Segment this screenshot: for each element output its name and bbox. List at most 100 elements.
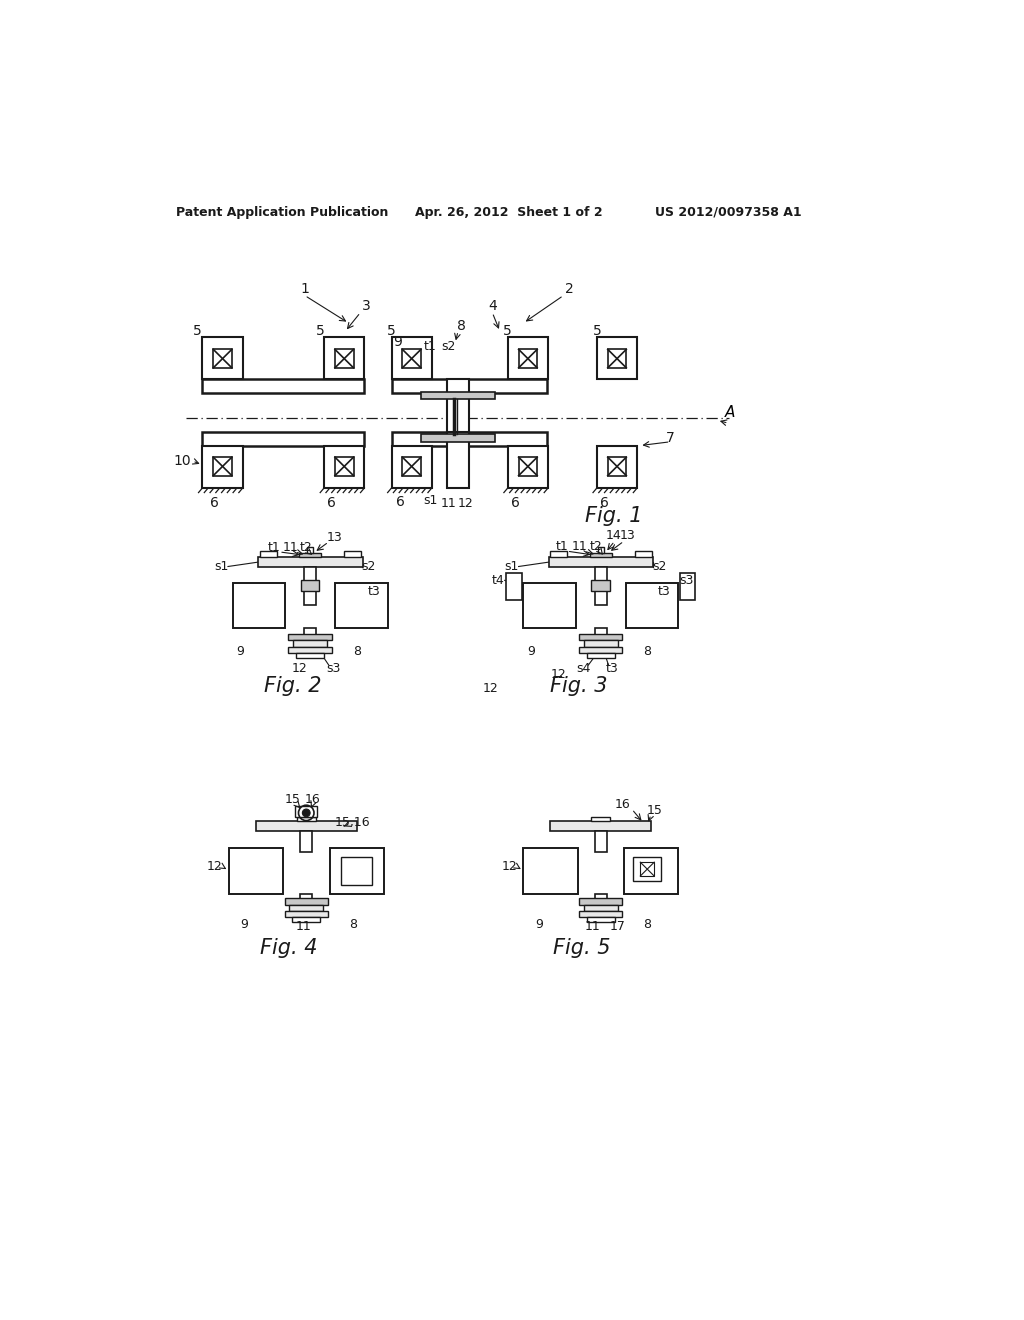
Text: t3: t3 (368, 585, 380, 598)
Text: s3: s3 (679, 574, 693, 587)
Text: 12: 12 (458, 496, 473, 510)
Bar (595, 628, 607, 642)
Text: 10: 10 (173, 454, 191, 469)
Bar (232, 583, 286, 628)
Text: 9: 9 (535, 917, 543, 931)
Text: 11: 11 (571, 540, 587, 553)
Bar (295, 807, 317, 817)
Bar (202, 379, 365, 393)
Text: 9: 9 (527, 644, 535, 657)
Text: s3: s3 (327, 661, 341, 675)
Text: 9: 9 (393, 335, 402, 348)
Text: 2: 2 (565, 282, 574, 296)
Text: t3: t3 (658, 585, 671, 598)
Text: 12: 12 (483, 681, 499, 694)
Bar (258, 557, 362, 566)
Text: 1: 1 (300, 282, 309, 296)
Text: 5: 5 (315, 323, 325, 338)
Text: 8: 8 (457, 319, 466, 333)
Bar (307, 548, 313, 553)
Text: Fig. 4: Fig. 4 (260, 937, 317, 957)
Bar (587, 917, 614, 923)
Text: s2: s2 (652, 560, 667, 573)
Bar (213, 350, 231, 368)
Bar (289, 904, 324, 911)
Text: 12: 12 (550, 668, 566, 681)
Bar (597, 337, 637, 379)
Text: 16: 16 (304, 793, 321, 807)
Bar (324, 446, 365, 488)
Text: 15: 15 (285, 793, 300, 807)
Text: t1: t1 (424, 339, 436, 352)
Bar (300, 894, 312, 906)
Bar (523, 847, 578, 894)
Bar (518, 457, 538, 475)
Bar (579, 647, 623, 653)
Text: 8: 8 (349, 917, 356, 931)
Text: s1: s1 (423, 494, 437, 507)
Bar (256, 821, 356, 830)
Text: 11: 11 (295, 920, 311, 933)
Text: 6: 6 (600, 496, 609, 511)
Text: 12: 12 (502, 861, 517, 874)
Bar (203, 337, 243, 379)
Text: 15: 15 (647, 804, 663, 817)
Bar (523, 583, 575, 628)
Bar (421, 392, 496, 400)
Text: Patent Application Publication: Patent Application Publication (176, 206, 388, 219)
Bar (447, 379, 469, 436)
Text: 11: 11 (585, 920, 601, 933)
Bar (587, 653, 614, 659)
Bar (595, 566, 607, 605)
Bar (260, 552, 276, 557)
Text: Fig. 2: Fig. 2 (263, 676, 322, 696)
Bar (624, 847, 678, 894)
Bar (285, 899, 328, 904)
Bar (640, 862, 654, 876)
Text: 6: 6 (210, 496, 219, 511)
Bar (285, 911, 328, 917)
Text: 5: 5 (504, 323, 512, 338)
Text: 6: 6 (327, 496, 336, 511)
Bar (391, 432, 547, 446)
Bar (335, 457, 353, 475)
Bar (402, 457, 421, 475)
Text: 8: 8 (643, 917, 651, 931)
Bar (549, 557, 653, 566)
Text: Fig. 3: Fig. 3 (550, 676, 608, 696)
Text: Apr. 26, 2012  Sheet 1 of 2: Apr. 26, 2012 Sheet 1 of 2 (415, 206, 602, 219)
Bar (508, 337, 548, 379)
Text: t4: t4 (493, 574, 505, 587)
Bar (202, 432, 365, 446)
Bar (550, 552, 567, 557)
Text: 13: 13 (327, 531, 343, 544)
Text: 8: 8 (643, 644, 651, 657)
Text: 12: 12 (207, 861, 222, 874)
Text: t1: t1 (556, 540, 568, 553)
Text: t2: t2 (300, 541, 312, 554)
Text: US 2012/0097358 A1: US 2012/0097358 A1 (655, 206, 802, 219)
Text: 5: 5 (593, 323, 601, 338)
Text: t1: t1 (268, 541, 281, 554)
Text: A: A (725, 405, 735, 420)
Bar (518, 350, 538, 368)
Text: 6: 6 (396, 495, 406, 508)
Bar (590, 553, 611, 557)
Text: 5: 5 (387, 323, 396, 338)
Text: 15,16: 15,16 (335, 816, 371, 829)
Bar (579, 635, 623, 640)
Bar (402, 350, 421, 368)
Bar (680, 573, 695, 599)
Bar (289, 635, 332, 640)
Bar (633, 857, 662, 882)
Text: 17: 17 (610, 920, 626, 933)
Bar (595, 830, 607, 853)
Bar (299, 553, 321, 557)
Text: 9: 9 (241, 917, 248, 931)
Text: 11: 11 (440, 496, 456, 510)
Bar (203, 446, 243, 488)
Circle shape (302, 809, 310, 817)
Bar (597, 446, 637, 488)
Bar (506, 573, 521, 599)
Text: t2: t2 (590, 540, 602, 553)
